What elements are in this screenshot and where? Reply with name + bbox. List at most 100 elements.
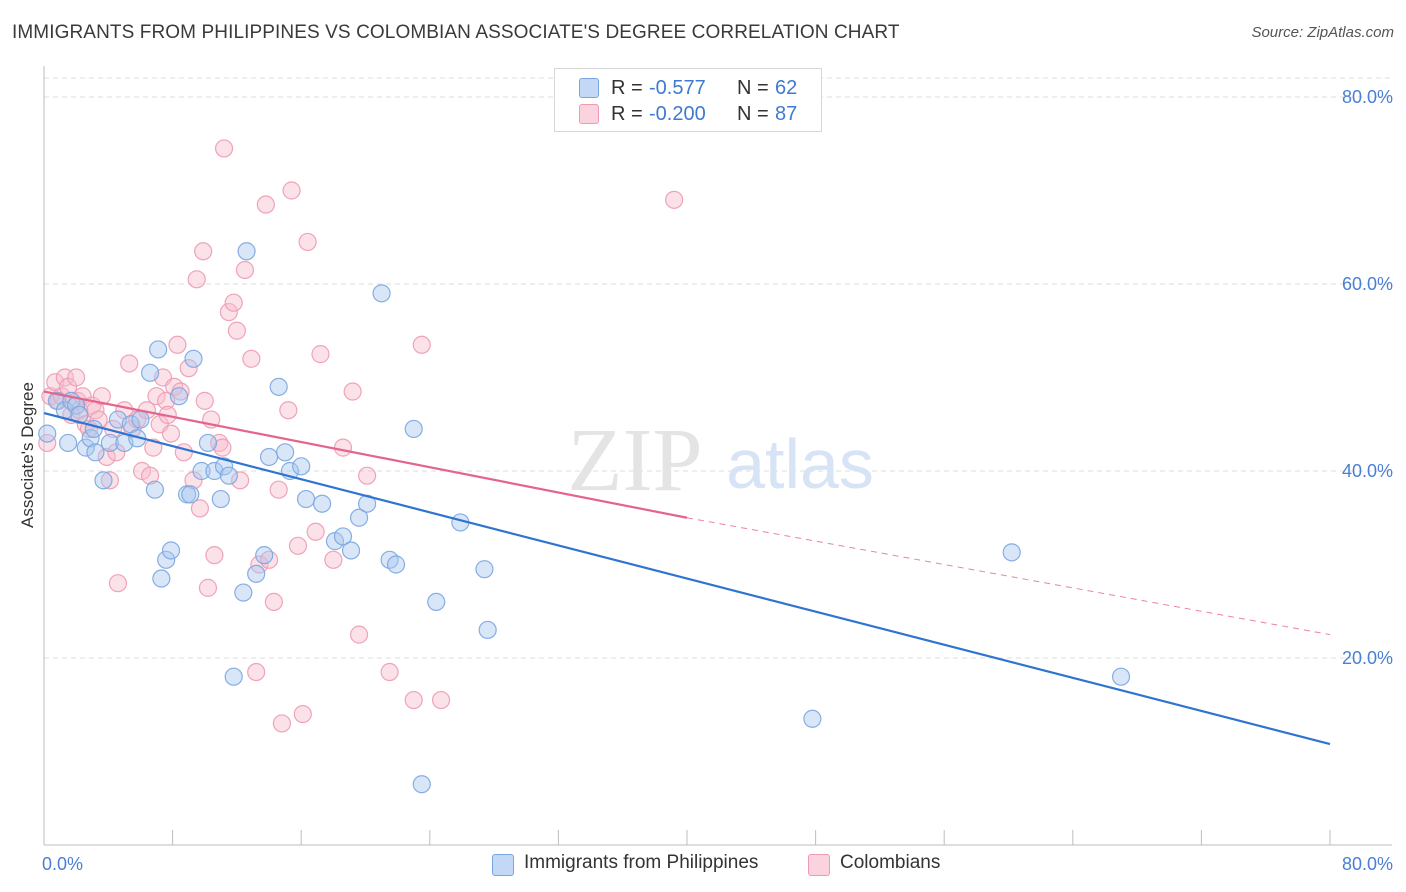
- colombians-point: [306, 522, 325, 541]
- legend-n-value: 62: [775, 77, 798, 99]
- colombians-point: [349, 625, 369, 644]
- colombians-point: [120, 354, 139, 373]
- colombians-point: [147, 387, 166, 406]
- philippines-point: [247, 564, 266, 583]
- colombians-point: [293, 704, 312, 724]
- philippines-point: [386, 555, 406, 574]
- philippines-point: [312, 494, 332, 513]
- philippines-point: [292, 457, 311, 476]
- philippines-point: [169, 387, 189, 406]
- colombians-point: [97, 447, 116, 467]
- watermark: ZIP atlas: [568, 411, 874, 510]
- legend-n-value: 87: [775, 103, 798, 125]
- philippines-point: [475, 560, 494, 579]
- philippines-point: [211, 489, 230, 509]
- philippines-point: [255, 546, 274, 565]
- legend-n-label: N =: [737, 103, 769, 125]
- colombians-point: [247, 662, 266, 682]
- colombians-point: [168, 335, 187, 354]
- colombians-point: [100, 471, 120, 490]
- y-tick-label: 80.0%: [1342, 87, 1393, 107]
- colombians-point: [412, 335, 431, 354]
- colombians-point: [272, 714, 292, 733]
- philippines-point: [140, 363, 160, 382]
- colombians-point: [227, 321, 246, 340]
- philippines-point: [84, 419, 103, 439]
- legend-r-value: -0.200: [649, 103, 706, 125]
- colombians-point: [269, 480, 288, 499]
- legend-n-label: N =: [737, 77, 769, 99]
- legend-r-value: -0.577: [649, 77, 706, 99]
- philippines-point: [219, 466, 238, 485]
- philippines-point: [341, 541, 361, 560]
- colombians-point: [343, 382, 362, 401]
- colombians-point: [231, 471, 250, 490]
- colombians-point: [288, 536, 308, 555]
- colombians-point: [358, 466, 377, 485]
- philippines-point: [296, 489, 316, 509]
- colombians-point: [324, 550, 343, 569]
- philippines-point: [94, 471, 113, 490]
- colombians-point: [174, 443, 193, 462]
- philippines-points: [38, 242, 1131, 794]
- colombians-point: [214, 139, 234, 158]
- gridlines: [44, 77, 1392, 659]
- philippines-point: [59, 433, 78, 453]
- philippines-point: [1111, 667, 1131, 686]
- philippines-point: [181, 485, 200, 504]
- philippines-point: [237, 242, 256, 261]
- philippines-point: [86, 443, 105, 462]
- colombians-point: [279, 401, 298, 420]
- colombians-point: [198, 578, 218, 597]
- tick-labels: 20.0% 40.0% 60.0% 80.0% 0.0% 80.0%: [42, 87, 1393, 874]
- colombians-point: [404, 690, 423, 710]
- philippines-point: [427, 592, 446, 612]
- y-tick-label: 60.0%: [1342, 274, 1393, 294]
- philippines-point: [234, 583, 253, 602]
- colombians-point: [140, 466, 160, 485]
- philippines-point: [478, 620, 497, 640]
- philippines-point: [157, 550, 176, 569]
- x-tick-label: 80.0%: [1342, 854, 1393, 874]
- philippines-point: [131, 410, 150, 429]
- legend-label: Immigrants from Philippines: [524, 852, 759, 873]
- philippines-point: [224, 667, 243, 686]
- colombians-trend-line-dashed: [686, 517, 1331, 636]
- philippines-point: [192, 461, 211, 481]
- philippines-trend-line: [43, 411, 1331, 746]
- colombians-point: [333, 438, 353, 457]
- legend-r-label: R =: [611, 77, 643, 99]
- colombians-point: [195, 391, 214, 410]
- colombians-point: [187, 270, 206, 289]
- colombians-point: [67, 368, 86, 387]
- philippines-point: [184, 349, 203, 368]
- philippines-point: [145, 480, 165, 499]
- philippines-point: [100, 433, 120, 453]
- colombians-point: [92, 387, 111, 406]
- watermark-atlas: atlas: [726, 425, 874, 503]
- philippines-point: [70, 405, 89, 424]
- y-tick-label: 40.0%: [1342, 461, 1393, 481]
- y-tick-label: 20.0%: [1342, 648, 1393, 668]
- colombians-point: [298, 232, 317, 252]
- correlation-legend: R = -0.577 N = 62 R = -0.200 N = 87: [554, 68, 822, 132]
- legend-r-label: R =: [611, 103, 643, 125]
- colombians-point: [431, 690, 451, 710]
- philippines-point: [349, 508, 369, 527]
- colombians-point: [256, 195, 275, 214]
- colombians-point: [282, 181, 301, 200]
- trend-lines: [43, 390, 1331, 746]
- philippines-point: [276, 443, 295, 462]
- legend-swatch-blue: [492, 854, 514, 876]
- philippines-point: [372, 284, 391, 303]
- colombians-point: [108, 574, 128, 593]
- colombians-point: [235, 260, 255, 280]
- philippines-point: [214, 457, 234, 476]
- philippines-point: [205, 461, 224, 481]
- colombians-point: [380, 662, 399, 682]
- colombians-point: [161, 424, 181, 443]
- x-tick-label: 0.0%: [42, 854, 83, 874]
- philippines-point: [404, 419, 423, 439]
- philippines-point: [1002, 543, 1021, 562]
